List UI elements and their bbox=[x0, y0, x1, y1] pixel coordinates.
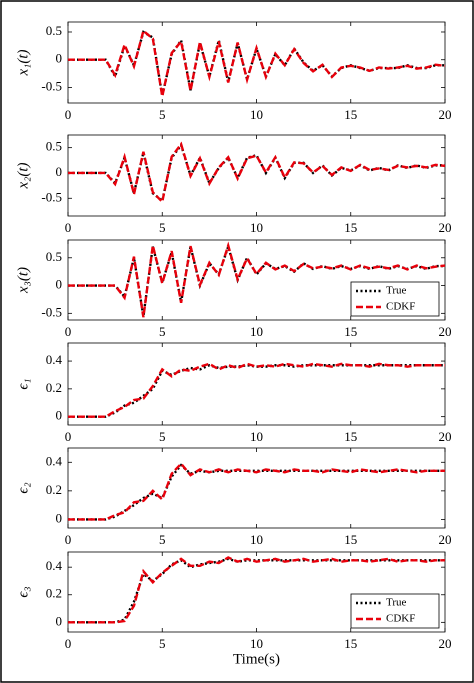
x-tick-label: 0 bbox=[65, 324, 72, 339]
y-axis-label: x₂(t) bbox=[15, 162, 31, 189]
y-axis-label: x₃(t) bbox=[15, 267, 31, 294]
y-tick-label: 0 bbox=[56, 164, 63, 179]
y-tick-label: 0.5 bbox=[46, 139, 62, 154]
x-tick-label: 20 bbox=[439, 107, 452, 122]
y-axis-label: x₁(t) bbox=[15, 49, 31, 76]
plot-area bbox=[67, 447, 446, 529]
series-line bbox=[68, 28, 446, 97]
x-tick-label: 15 bbox=[344, 429, 357, 444]
x-tick-label: 5 bbox=[159, 429, 166, 444]
y-tick-label: 0.4 bbox=[46, 352, 63, 367]
y-tick-label: -0.5 bbox=[41, 78, 62, 93]
x-axis-label: Time(s) bbox=[233, 651, 280, 667]
x-tick-label: 5 bbox=[159, 324, 166, 339]
x-tick-label: 5 bbox=[159, 636, 166, 651]
x-tick-label: 10 bbox=[250, 324, 263, 339]
x-tick-label: 10 bbox=[250, 107, 263, 122]
plot-area bbox=[67, 134, 446, 217]
y-tick-label: 0 bbox=[56, 51, 63, 66]
y-tick-label: 0.2 bbox=[46, 586, 62, 601]
y-tick-label: -0.5 bbox=[41, 304, 62, 319]
series-line bbox=[68, 141, 446, 205]
x-tick-label: 15 bbox=[344, 532, 357, 547]
x-tick-label: 0 bbox=[65, 429, 72, 444]
y-tick-label: 0.2 bbox=[46, 482, 62, 497]
x-tick-label: 5 bbox=[159, 220, 166, 235]
x-tick-label: 0 bbox=[65, 107, 72, 122]
series-line bbox=[68, 461, 445, 521]
x-tick-label: 10 bbox=[250, 220, 263, 235]
y-tick-label: 0.2 bbox=[46, 380, 62, 395]
y-tick-label: -0.5 bbox=[41, 189, 62, 204]
legend-label: True bbox=[386, 597, 406, 609]
series-line bbox=[68, 241, 446, 318]
y-tick-label: 0.5 bbox=[46, 249, 62, 264]
x-tick-label: 20 bbox=[439, 429, 452, 444]
y-tick-label: 0.4 bbox=[46, 453, 63, 468]
legend-label: CDKF bbox=[386, 613, 415, 625]
x-tick-label: 20 bbox=[439, 636, 452, 651]
x-tick-label: 15 bbox=[344, 324, 357, 339]
legend-box bbox=[350, 281, 440, 317]
x-tick-label: 15 bbox=[344, 636, 357, 651]
plot-area bbox=[67, 21, 446, 104]
y-axis-label: ϵ₂ bbox=[15, 482, 31, 493]
series-line bbox=[68, 362, 445, 418]
x-tick-label: 5 bbox=[159, 107, 166, 122]
legend-label: CDKF bbox=[386, 301, 415, 313]
series-line bbox=[68, 556, 445, 624]
y-tick-label: 0 bbox=[56, 277, 63, 292]
legend-label: True bbox=[386, 285, 406, 297]
legend-box bbox=[350, 593, 440, 629]
x-tick-label: 0 bbox=[65, 532, 72, 547]
x-tick-label: 15 bbox=[344, 220, 357, 235]
series-line bbox=[68, 242, 445, 317]
y-tick-label: 0 bbox=[56, 408, 63, 423]
y-axis-label: ϵ₁ bbox=[15, 378, 31, 389]
x-tick-label: 20 bbox=[439, 532, 452, 547]
x-tick-label: 10 bbox=[250, 429, 263, 444]
y-tick-label: 0 bbox=[56, 613, 63, 628]
x-tick-label: 0 bbox=[65, 220, 72, 235]
x-tick-label: 20 bbox=[439, 324, 452, 339]
y-tick-label: 0.5 bbox=[46, 23, 62, 38]
x-tick-label: 0 bbox=[65, 636, 72, 651]
plot-area bbox=[67, 342, 446, 426]
y-tick-label: 0.4 bbox=[46, 558, 63, 573]
x-tick-label: 10 bbox=[250, 636, 263, 651]
x-tick-label: 10 bbox=[250, 532, 263, 547]
y-tick-label: 0 bbox=[56, 510, 63, 525]
y-axis-label: ϵ₃ bbox=[15, 586, 31, 597]
x-tick-label: 5 bbox=[159, 532, 166, 547]
x-tick-label: 20 bbox=[439, 220, 452, 235]
x-tick-label: 15 bbox=[344, 107, 357, 122]
